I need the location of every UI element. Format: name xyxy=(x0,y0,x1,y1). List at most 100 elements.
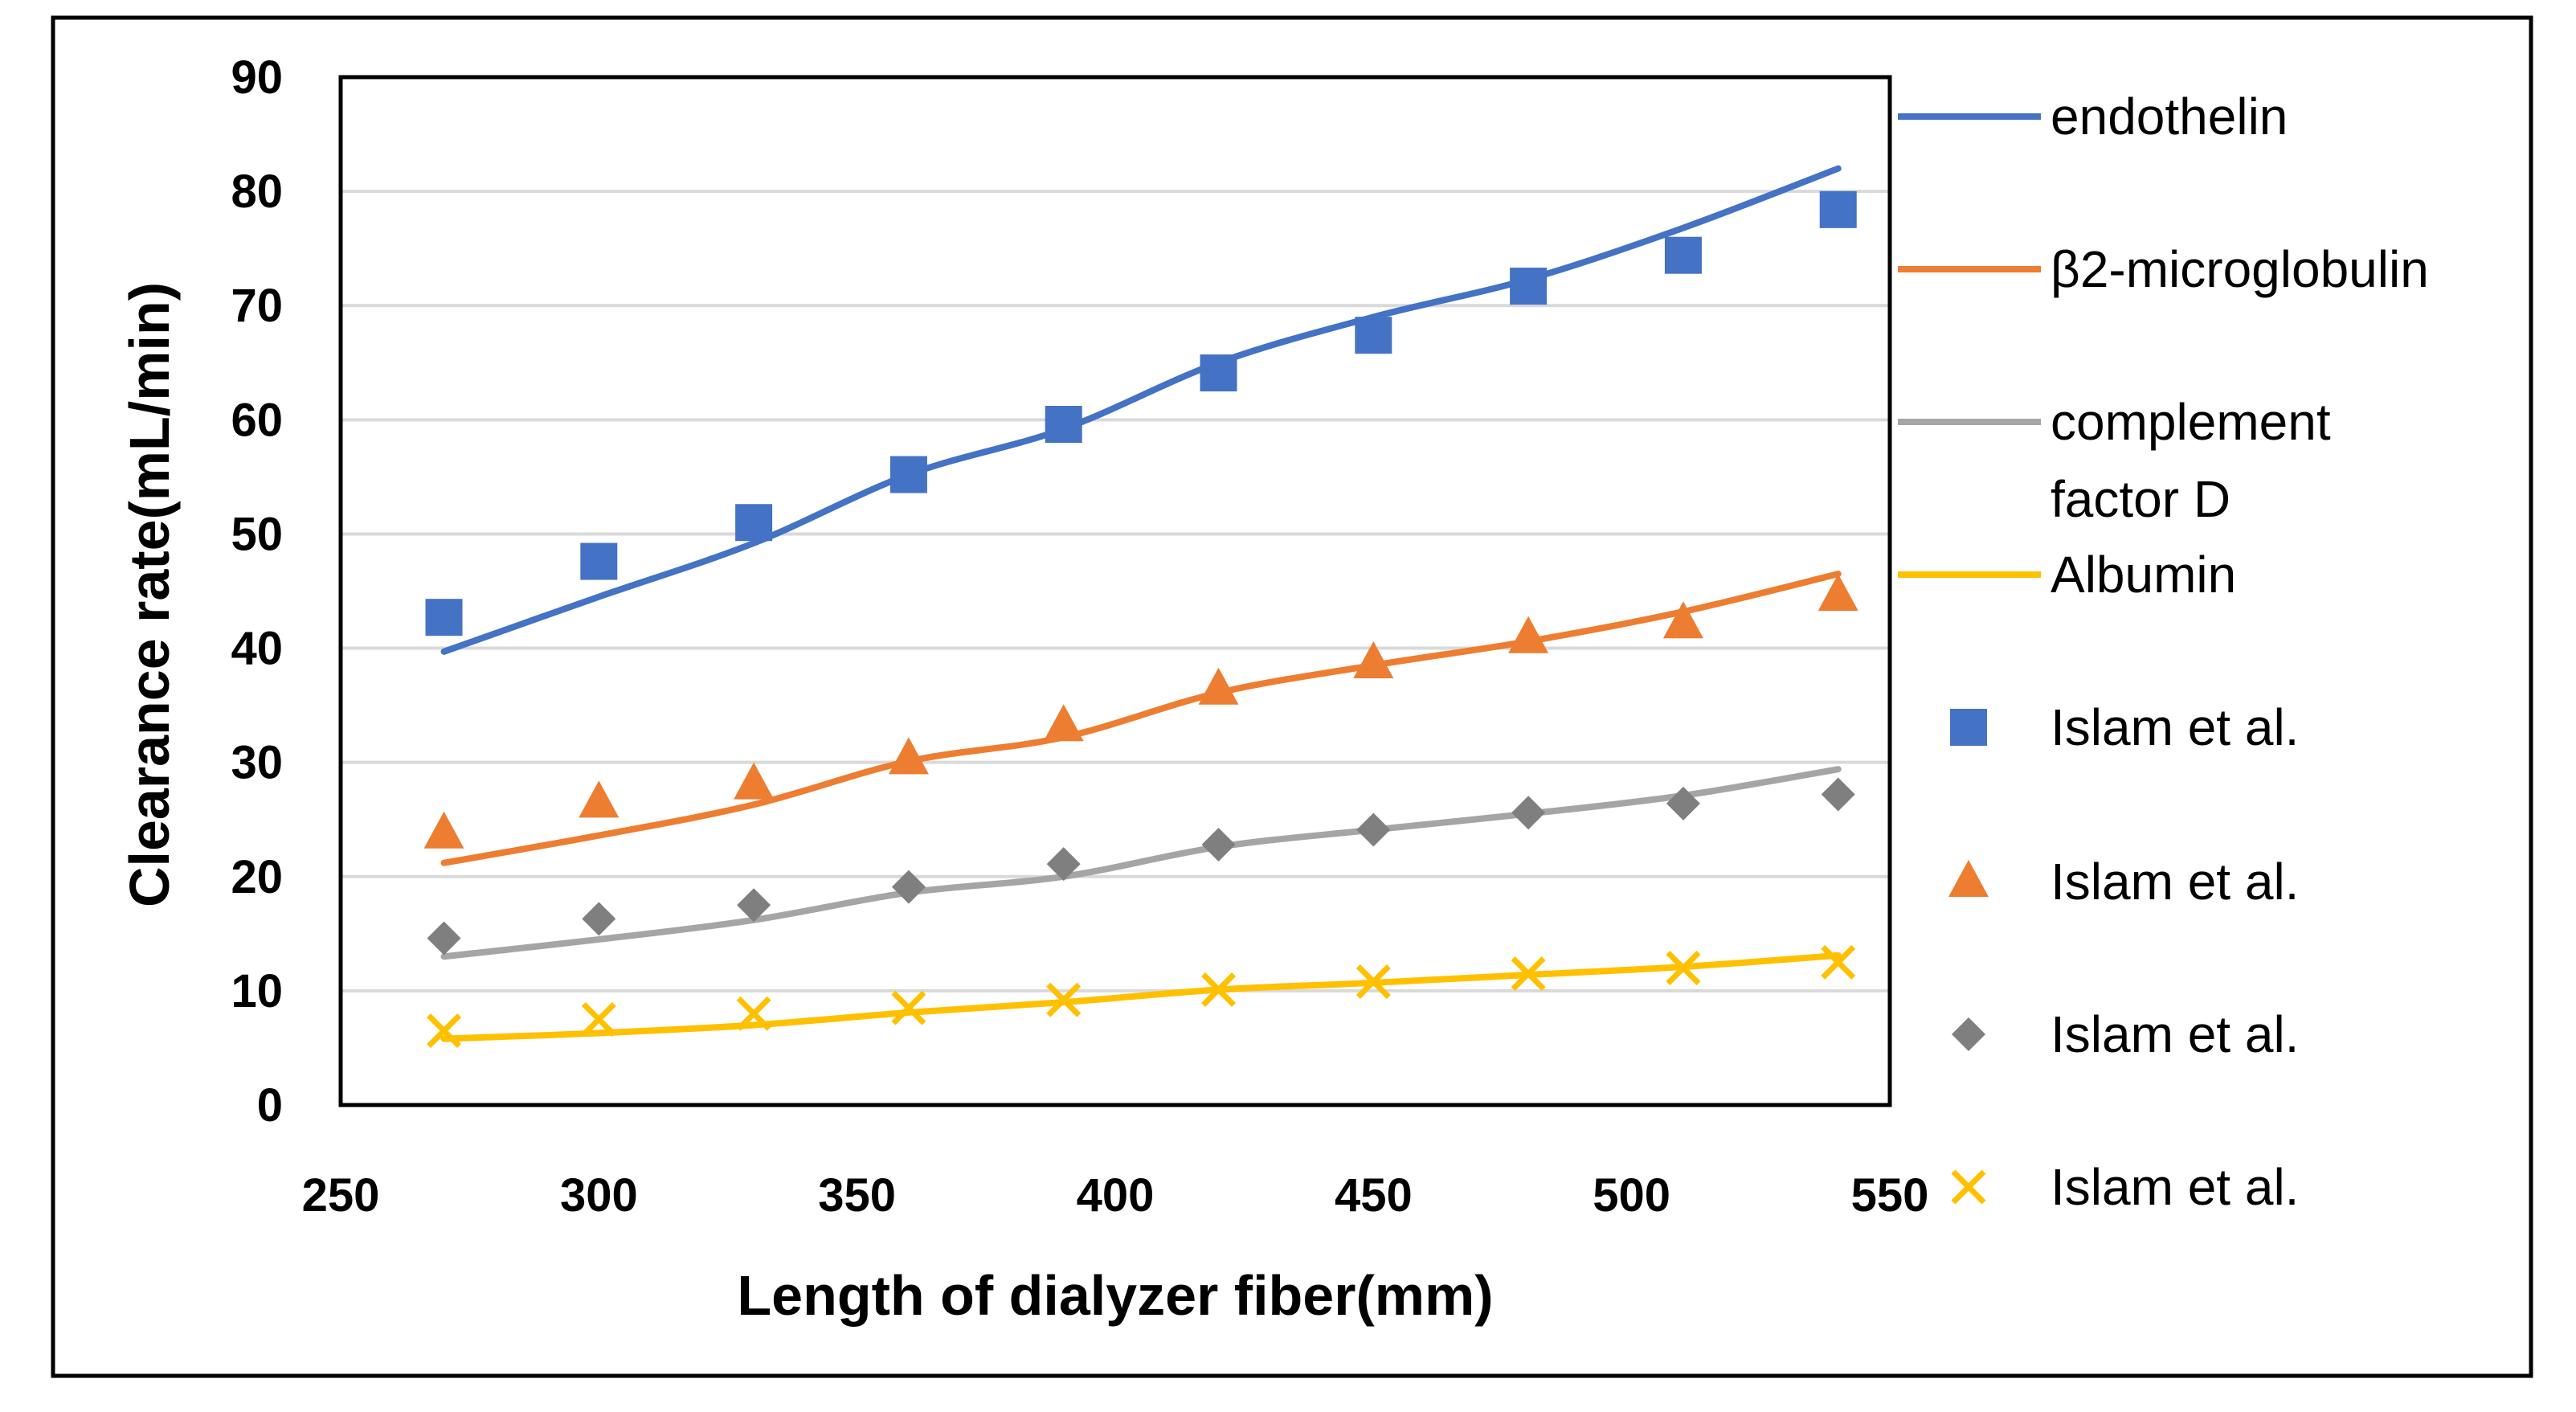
x-stroke xyxy=(581,1001,616,1037)
y-axis-title: Clearance rate(mL/min) xyxy=(118,282,181,907)
x-stroke xyxy=(1821,944,1856,980)
legend-swatch-marker xyxy=(1952,1017,1985,1051)
data-point xyxy=(1666,950,1701,985)
data-point xyxy=(1355,317,1392,354)
x-tick-label: 450 xyxy=(1335,1169,1413,1222)
data-point xyxy=(888,737,929,775)
series-line-3 xyxy=(440,766,1842,960)
series-markers-5 xyxy=(425,190,1857,636)
legend-label-line: factor D xyxy=(2051,470,2230,528)
legend-swatch-marker xyxy=(1951,1169,1986,1205)
data-point xyxy=(1664,236,1702,274)
series-line-4 xyxy=(440,952,1842,1042)
legend-label: endothelin xyxy=(2051,88,2288,145)
x-tick-label: 500 xyxy=(1593,1169,1670,1222)
x-stroke xyxy=(736,996,771,1031)
legend-item-8: Islam et al. xyxy=(1951,1158,2299,1216)
data-point xyxy=(735,504,773,542)
data-point xyxy=(1821,777,1855,812)
y-tick-label: 20 xyxy=(231,851,283,903)
data-point xyxy=(1508,616,1549,653)
y-tick-label: 50 xyxy=(231,508,283,560)
x-stroke xyxy=(1046,982,1082,1017)
legend: endothelin β2-microglobulin complement fact… xyxy=(1898,88,2429,1216)
data-point xyxy=(1510,268,1548,305)
y-tick-label: 0 xyxy=(257,1079,283,1132)
data-point xyxy=(889,456,927,493)
series-line-2 xyxy=(440,571,1842,866)
y-tick-label: 40 xyxy=(231,623,283,675)
x-stroke xyxy=(1666,950,1701,985)
legend-label: Islam et al. xyxy=(2051,1005,2299,1063)
y-tick-label: 30 xyxy=(231,737,283,789)
data-point xyxy=(1819,190,1857,228)
y-tick-label: 90 xyxy=(231,51,283,104)
y-tick-label: 80 xyxy=(231,166,283,218)
legend-label: complement factor D xyxy=(2051,393,2331,528)
data-point xyxy=(734,762,775,800)
x-tick-label: 400 xyxy=(1077,1169,1155,1222)
y-tick-label: 10 xyxy=(231,965,283,1017)
x-stroke xyxy=(891,990,926,1025)
legend-item-6: Islam et al. xyxy=(1948,853,2299,911)
data-point xyxy=(1821,944,1856,980)
series-markers-8 xyxy=(427,944,1856,1049)
legend-item-1: endothelin xyxy=(1898,88,2288,145)
legend-item-4: Albumin xyxy=(1898,546,2236,604)
data-point xyxy=(737,888,771,923)
data-point xyxy=(423,811,464,849)
data-point xyxy=(736,996,771,1031)
data-point xyxy=(1046,982,1082,1017)
data-point xyxy=(1043,704,1084,742)
data-point xyxy=(425,599,463,636)
x-stroke xyxy=(1355,964,1391,999)
legend-item-3: complement factor D xyxy=(1898,393,2331,528)
data-point xyxy=(580,542,618,580)
y-tick-label: 70 xyxy=(231,280,283,332)
series-group xyxy=(423,165,1858,1049)
data-point xyxy=(1818,574,1858,612)
x-stroke xyxy=(1511,956,1546,992)
legend-item-2: β2-microglobulin xyxy=(1898,240,2429,298)
series-markers-7 xyxy=(427,777,1855,956)
data-point xyxy=(427,1013,462,1049)
legend-label: Islam et al. xyxy=(2051,853,2299,911)
x-tick-label: 250 xyxy=(302,1169,380,1222)
x-tick-label: 300 xyxy=(560,1169,638,1222)
x-axis-title: Length of dialyzer fiber(mm) xyxy=(737,1264,1493,1327)
legend-item-5: Islam et al. xyxy=(1950,698,2299,756)
data-point xyxy=(1045,406,1082,444)
legend-item-7: Islam et al. xyxy=(1952,1005,2299,1063)
x-stroke xyxy=(427,1013,462,1049)
x-stroke xyxy=(1201,972,1237,1007)
legend-label: β2-microglobulin xyxy=(2051,240,2429,298)
tick-labels: 0 10 20 30 40 50 60 70 80 90 250 300 350 400 450 500 550 xyxy=(231,51,1928,1222)
data-point xyxy=(891,990,926,1025)
data-point xyxy=(1201,827,1236,862)
data-point xyxy=(1662,601,1703,639)
grid-lines xyxy=(341,190,1890,992)
data-point xyxy=(1511,956,1546,992)
data-point xyxy=(1511,796,1546,830)
x-tick-label: 550 xyxy=(1851,1169,1929,1222)
legend-label: Islam et al. xyxy=(2051,1158,2299,1216)
data-point xyxy=(1355,964,1391,999)
y-tick-label: 60 xyxy=(231,394,283,446)
data-point xyxy=(1666,786,1700,821)
legend-label-line: complement xyxy=(2051,393,2331,451)
series-markers-6 xyxy=(423,574,1858,849)
legend-label: Islam et al. xyxy=(2051,698,2299,756)
legend-label: Albumin xyxy=(2051,546,2236,604)
plot-area-frame xyxy=(338,75,1892,1107)
data-point xyxy=(582,902,616,936)
data-point xyxy=(427,921,461,956)
data-point xyxy=(1356,812,1391,847)
legend-swatch-marker xyxy=(1950,709,1987,746)
data-point xyxy=(1198,667,1239,705)
x-stroke xyxy=(1951,1169,1986,1205)
data-point xyxy=(1353,641,1394,679)
data-point xyxy=(1046,847,1081,882)
figure-frame xyxy=(51,15,2533,1378)
